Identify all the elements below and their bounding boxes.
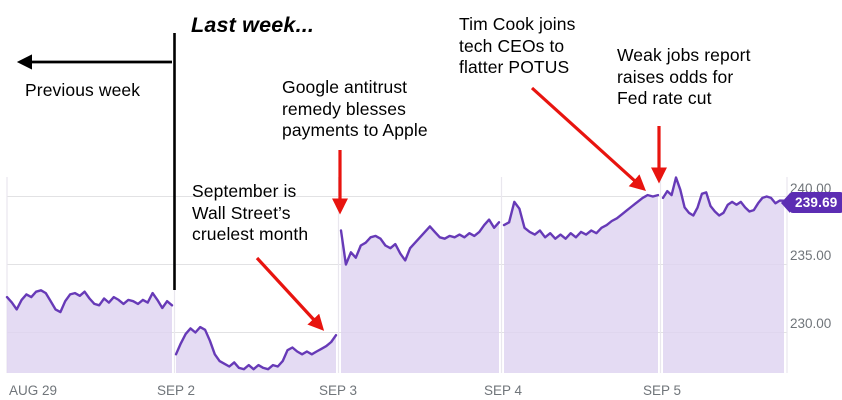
last-price-badge: 239.69 <box>789 192 842 213</box>
price-area-chart <box>5 176 788 373</box>
september-annotation: September is Wall Street’s cruelest mont… <box>192 181 309 244</box>
previous-week-label: Previous week <box>25 80 141 100</box>
y-tick-230: 230.00 <box>790 316 832 331</box>
y-tick-235: 235.00 <box>790 248 832 263</box>
x-tick-sep2: SEP 2 <box>156 383 196 398</box>
x-tick-sep4: SEP 4 <box>483 383 523 398</box>
tim-cook-annotation: Tim Cook joins tech CEOs to flatter POTU… <box>459 14 576 77</box>
jobs-annotation: Weak jobs report raises odds for Fed rat… <box>617 45 751 108</box>
google-annotation: Google antitrust remedy blesses payments… <box>282 77 428 140</box>
x-tick-sep5: SEP 5 <box>642 383 682 398</box>
september-annotation-arrow <box>255 256 325 331</box>
last-week-title: Last week... <box>191 13 315 37</box>
tim-cook-annotation-arrow <box>530 86 646 192</box>
x-tick-aug29: AUG 29 <box>9 383 58 398</box>
x-tick-sep3: SEP 3 <box>318 383 358 398</box>
last-price-value: 239.69 <box>795 195 838 210</box>
